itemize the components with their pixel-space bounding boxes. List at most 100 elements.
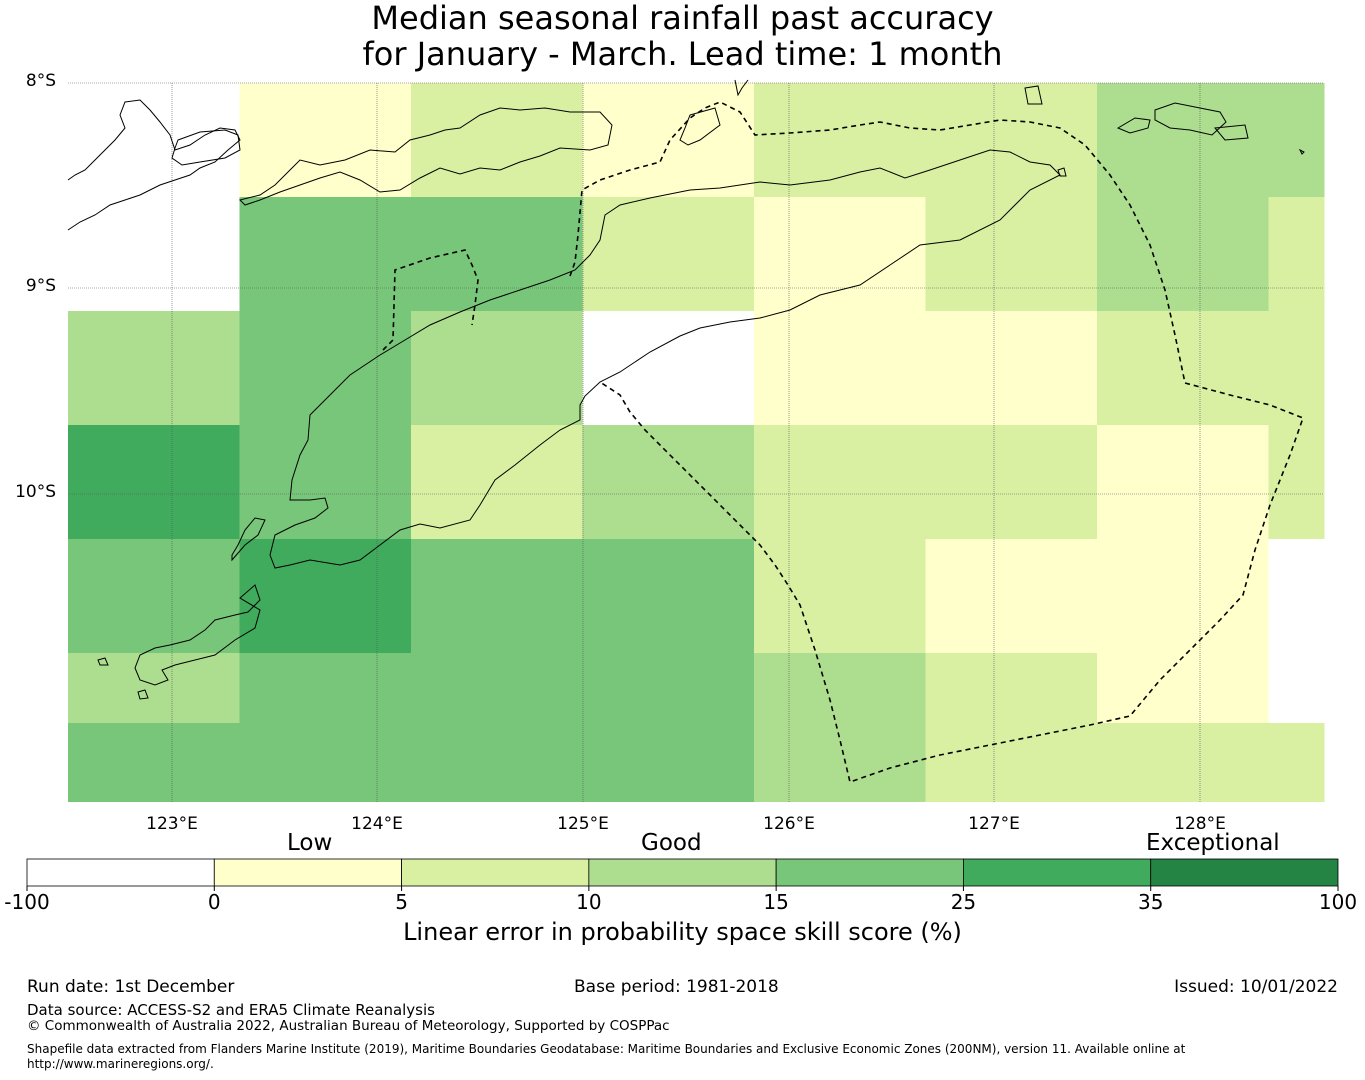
north-islet-outline bbox=[679, 107, 721, 146]
grid-cell bbox=[582, 723, 755, 802]
category-label-low: Low bbox=[287, 830, 333, 856]
grid-cell bbox=[411, 311, 583, 426]
grid-cell bbox=[1097, 197, 1269, 312]
eez-boundary bbox=[382, 101, 1305, 784]
north-islet-2-outline bbox=[734, 79, 749, 97]
colorbar-segment bbox=[213, 858, 402, 887]
grid-cell bbox=[1268, 311, 1325, 426]
grid-cell bbox=[582, 539, 755, 654]
data-source: Data source: ACCESS-S2 and ERA5 Climate … bbox=[27, 1001, 435, 1019]
grid-cell bbox=[1268, 83, 1325, 198]
grid-cell bbox=[1097, 539, 1269, 654]
shapefile-credit-2: http://www.marineregions.org/. bbox=[27, 1057, 214, 1071]
title-line-2: for January - March. Lead time: 1 month bbox=[362, 35, 1003, 73]
grid-cell bbox=[1097, 723, 1269, 802]
kisar-island-outline bbox=[1214, 124, 1249, 141]
colorbar-tick-label: 5 bbox=[395, 890, 408, 914]
small-island-outline bbox=[171, 129, 241, 166]
timor-leste-eez-line bbox=[382, 101, 1305, 784]
grid-cell bbox=[68, 539, 240, 654]
category-label-exceptional: Exceptional bbox=[1146, 830, 1280, 856]
colorbar-tick-label: 10 bbox=[576, 890, 602, 914]
grid-cell bbox=[1097, 83, 1269, 198]
wetar-small-island-outline bbox=[1116, 117, 1151, 134]
longitude-label: 127°E bbox=[968, 814, 1020, 834]
latitude-label: 9°S bbox=[25, 276, 56, 296]
grid-cell bbox=[68, 197, 240, 312]
pulau-batek-outline bbox=[1057, 167, 1067, 177]
run-date: Run date: 1st December bbox=[27, 977, 235, 997]
flores-island-outline bbox=[67, 99, 241, 231]
grid-cell bbox=[754, 83, 926, 198]
grid-cell bbox=[239, 83, 412, 198]
category-label-good: Good bbox=[641, 830, 702, 856]
colorbar-tick-label: 0 bbox=[207, 890, 221, 914]
grid-cell bbox=[1268, 723, 1325, 802]
longitude-label: 124°E bbox=[351, 814, 403, 834]
grid-cell bbox=[239, 425, 412, 540]
longitude-label: 128°E bbox=[1174, 814, 1226, 834]
grid-cell bbox=[582, 83, 755, 198]
title-line-1: Median seasonal rainfall past accuracy bbox=[371, 0, 994, 37]
longitude-label: 125°E bbox=[557, 814, 609, 834]
skill-grid bbox=[68, 83, 1325, 802]
grid-cell bbox=[582, 311, 755, 426]
colorbar-segment bbox=[588, 858, 777, 887]
grid-cell bbox=[239, 311, 412, 426]
savu-island-outline bbox=[97, 657, 109, 666]
colorbar-segment bbox=[26, 858, 215, 887]
colorbar-title: Linear error in probability space skill … bbox=[403, 918, 962, 946]
colorbar bbox=[26, 858, 1339, 891]
grid-cell bbox=[411, 723, 583, 802]
grid-cell bbox=[754, 425, 926, 540]
shapefile-credit-1: Shapefile data extracted from Flanders M… bbox=[27, 1042, 1186, 1056]
grid-cell bbox=[1097, 425, 1269, 540]
graticule bbox=[68, 82, 1324, 802]
jaco-island-outline bbox=[1298, 148, 1305, 155]
coastlines bbox=[67, 79, 1305, 700]
semau-island-outline bbox=[231, 517, 266, 562]
grid-cell bbox=[411, 197, 583, 312]
colorbar-tick-label: 100 bbox=[1318, 890, 1358, 914]
colorbar-tick-label: -100 bbox=[4, 890, 50, 914]
grid-cell bbox=[925, 197, 1098, 312]
tiny-island-outline bbox=[137, 689, 149, 700]
longitude-label: 126°E bbox=[763, 814, 815, 834]
grid-cell bbox=[411, 83, 583, 198]
grid-cell bbox=[239, 723, 412, 802]
grid-cell bbox=[411, 539, 583, 654]
grid-cell bbox=[1097, 311, 1269, 426]
grid-cell bbox=[925, 311, 1098, 426]
base-period: Base period: 1981-2018 bbox=[574, 977, 779, 997]
grid-cell bbox=[68, 311, 240, 426]
wetar-island-outline bbox=[1154, 102, 1227, 136]
longitude-label: 123°E bbox=[146, 814, 198, 834]
colorbar-tick-label: 35 bbox=[1137, 890, 1164, 914]
grid-cell bbox=[925, 723, 1098, 802]
grid-cell bbox=[1268, 539, 1325, 654]
colorbar-segment bbox=[963, 858, 1152, 887]
grid-cell bbox=[582, 197, 755, 312]
grid-cell bbox=[411, 425, 583, 540]
colorbar-tick-label: 25 bbox=[950, 890, 977, 914]
copyright: © Commonwealth of Australia 2022, Austra… bbox=[27, 1018, 670, 1034]
grid-cell bbox=[925, 425, 1098, 540]
colorbar-segment bbox=[1150, 858, 1339, 887]
colorbar-segment bbox=[401, 858, 590, 887]
grid-cell bbox=[239, 197, 412, 312]
grid-cell bbox=[754, 723, 926, 802]
grid-cell bbox=[754, 539, 926, 654]
issued-date: Issued: 10/01/2022 bbox=[1174, 977, 1338, 997]
grid-cell bbox=[925, 83, 1098, 198]
alor-island-outline bbox=[239, 107, 613, 206]
grid-cell bbox=[925, 539, 1098, 654]
rote-island-outline bbox=[134, 584, 261, 686]
timor-island-outline bbox=[269, 149, 1061, 569]
grid-cell bbox=[754, 311, 926, 426]
grid-cell bbox=[239, 539, 412, 654]
colorbar-segment bbox=[775, 858, 964, 887]
latitude-label: 10°S bbox=[15, 482, 56, 502]
grid-cell bbox=[1268, 425, 1325, 540]
grid-cell bbox=[754, 197, 926, 312]
